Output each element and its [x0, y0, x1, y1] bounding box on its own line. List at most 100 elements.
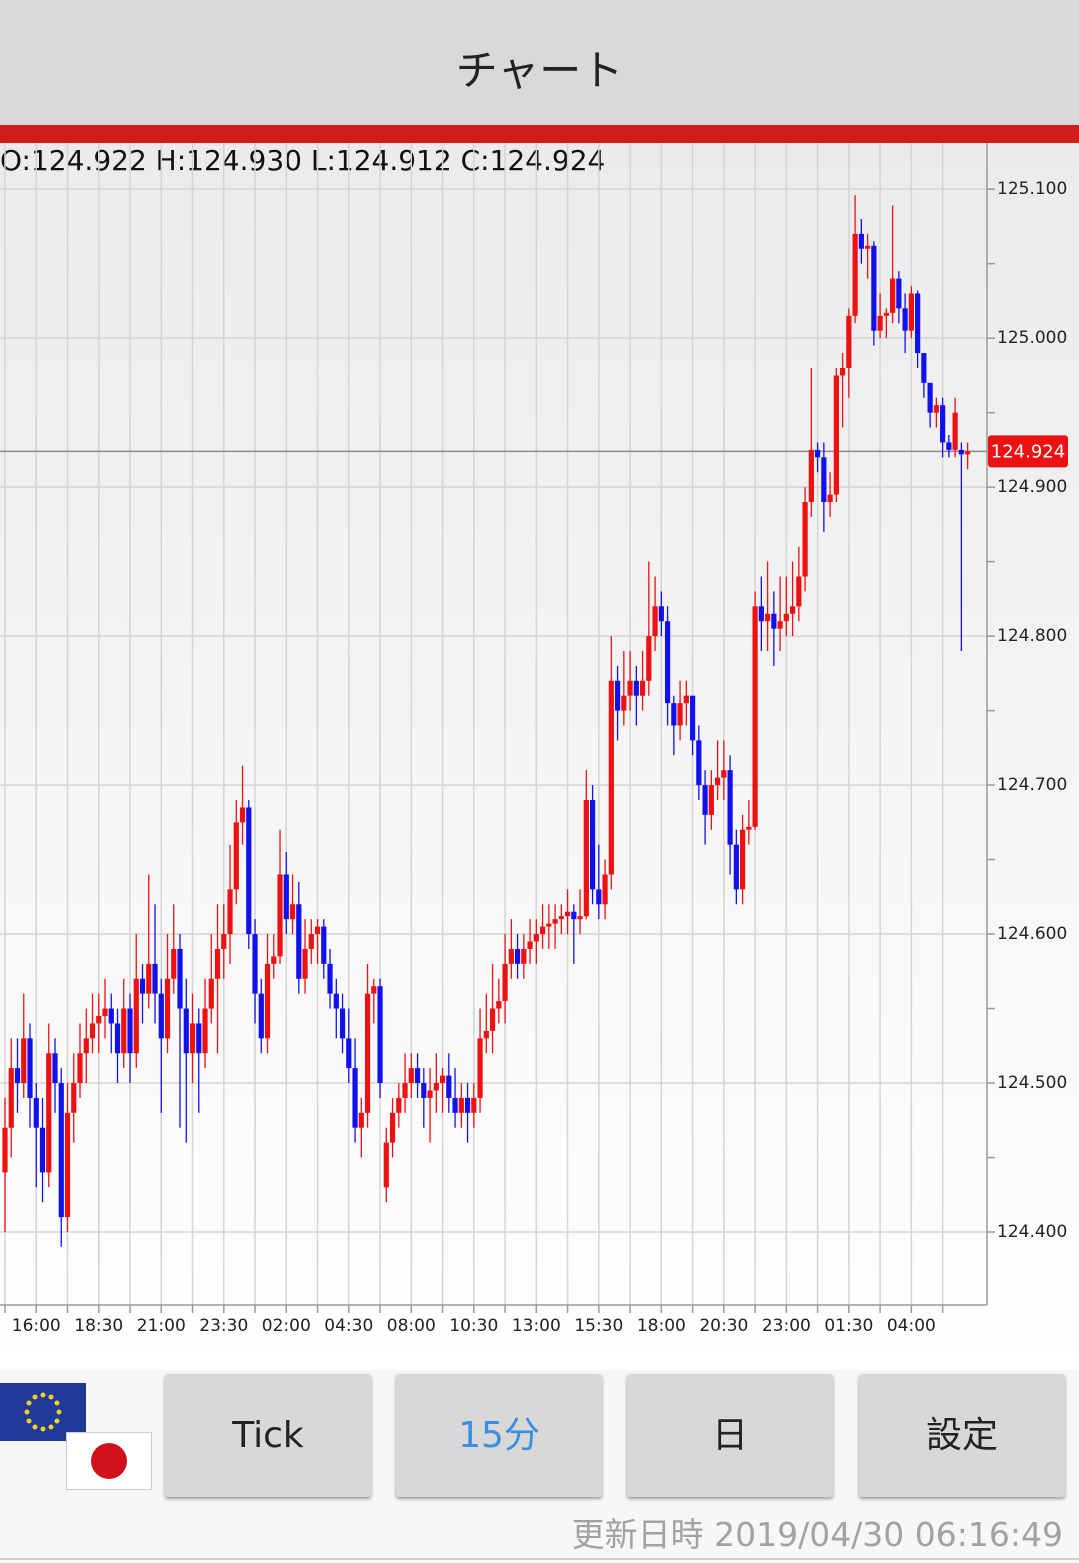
- candle-body: [840, 367, 846, 376]
- candle-body: [965, 451, 971, 455]
- candle-body: [589, 799, 596, 890]
- candle-body: [877, 315, 883, 331]
- candle-body: [133, 978, 139, 1054]
- candle-body: [514, 948, 521, 964]
- candle-body: [77, 1053, 83, 1084]
- candle-body: [302, 948, 308, 979]
- candle-body: [96, 1015, 102, 1024]
- candle-body: [708, 785, 714, 815]
- x-tick-label: 02:00: [262, 1316, 311, 1336]
- candle-body: [33, 1097, 39, 1128]
- candle-body: [646, 636, 652, 681]
- candle-body: [252, 934, 258, 994]
- candle-body: [58, 1083, 64, 1218]
- y-tick-label: 124.800: [997, 626, 1067, 646]
- candle-body: [908, 293, 914, 331]
- candle-body: [608, 680, 614, 875]
- y-tick-label: 124.900: [997, 477, 1067, 497]
- candle-body: [333, 993, 339, 1009]
- x-tick-label: 04:30: [324, 1316, 373, 1336]
- candle-body: [827, 494, 833, 503]
- title-bar: チャート: [0, 0, 1079, 125]
- candle-body: [171, 948, 177, 979]
- candle-body: [683, 695, 689, 704]
- candle-body: [108, 1008, 114, 1024]
- candle-body: [852, 233, 858, 316]
- candle-body: [202, 1008, 208, 1054]
- title: チャート: [455, 46, 624, 95]
- candle-body: [402, 1083, 408, 1098]
- candle-body: [858, 233, 864, 249]
- candle-body: [915, 293, 921, 354]
- candle-body: [27, 1038, 33, 1098]
- candle-body: [521, 948, 527, 964]
- x-tick-label: 08:00: [387, 1316, 436, 1336]
- candle-body: [639, 680, 646, 696]
- candle-body: [346, 1038, 352, 1069]
- candle-body: [377, 986, 383, 1084]
- candle-body: [389, 1112, 396, 1143]
- settings-button[interactable]: 設定: [859, 1374, 1065, 1497]
- candle-body: [546, 923, 552, 927]
- candle-body: [783, 613, 789, 622]
- candle-body: [758, 606, 764, 622]
- candle-body: [664, 621, 671, 704]
- 15min-button[interactable]: 15分: [396, 1374, 602, 1497]
- candle-body: [227, 889, 233, 935]
- candle-body: [452, 1097, 458, 1113]
- candle-body: [239, 807, 246, 823]
- candle-body: [508, 948, 514, 964]
- candle-body: [364, 993, 371, 1113]
- x-tick-label: 16:00: [12, 1316, 61, 1336]
- candle-body: [46, 1053, 52, 1173]
- y-tick-label: 125.100: [997, 179, 1067, 199]
- candle-body: [321, 926, 327, 964]
- candle-body: [439, 1075, 446, 1084]
- candle-body: [271, 956, 277, 964]
- x-tick-label: 18:00: [637, 1316, 686, 1336]
- y-tick-label: 124.400: [997, 1222, 1067, 1242]
- candle-body: [102, 1008, 108, 1016]
- candle-body: [396, 1097, 402, 1113]
- day-button[interactable]: 日: [627, 1374, 833, 1497]
- candle-body: [896, 278, 902, 309]
- candle-body: [727, 770, 733, 845]
- candle-body: [940, 405, 946, 443]
- candle-body: [952, 412, 958, 450]
- candle-body: [408, 1068, 414, 1084]
- candle-body: [539, 926, 546, 935]
- candle-body: [464, 1097, 471, 1113]
- candle-body: [146, 963, 152, 994]
- candle-body: [621, 695, 627, 711]
- candle-body: [352, 1068, 358, 1128]
- candle-body: [14, 1068, 21, 1084]
- candle-body: [721, 770, 727, 778]
- candle-body: [458, 1097, 464, 1113]
- candle-body: [933, 405, 939, 413]
- candle-body: [139, 978, 146, 994]
- candle-body: [627, 680, 633, 696]
- x-tick-label: 18:30: [74, 1316, 123, 1336]
- candle-body: [815, 449, 821, 458]
- y-tick-label: 124.600: [997, 924, 1067, 944]
- candle-body: [127, 1008, 133, 1054]
- candle-body: [808, 449, 814, 503]
- candle-body: [214, 948, 221, 979]
- candle-body: [414, 1068, 421, 1084]
- candle-body: [339, 1008, 346, 1039]
- tick-button[interactable]: Tick: [165, 1374, 371, 1497]
- candle-body: [471, 1097, 477, 1113]
- candle-body: [777, 621, 783, 629]
- x-tick-label: 04:00: [887, 1316, 936, 1336]
- candle-body: [258, 993, 264, 1039]
- candle-body: [802, 502, 808, 577]
- candle-body: [446, 1075, 452, 1098]
- last-price-label: 124.924: [991, 441, 1065, 462]
- candle-body: [733, 844, 739, 890]
- x-tick-label: 23:30: [199, 1316, 248, 1336]
- jp-flag: [66, 1432, 152, 1490]
- candle-body: [652, 606, 658, 637]
- candle-body: [289, 904, 296, 920]
- candle-body: [890, 278, 896, 313]
